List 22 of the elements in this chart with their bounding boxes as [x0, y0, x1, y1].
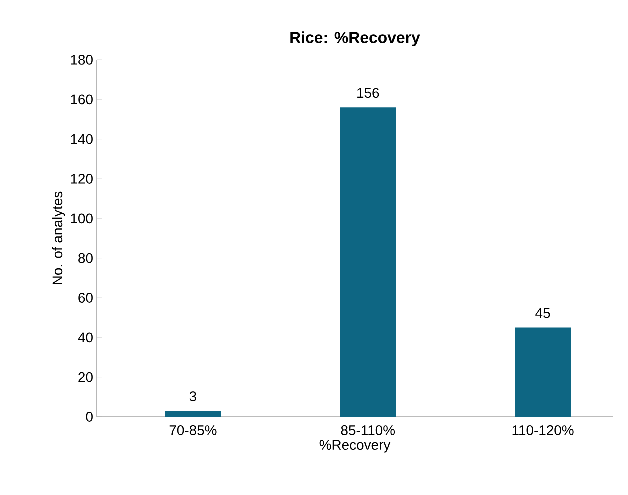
y-tick-label: 140	[71, 134, 93, 144]
y-tick-label: 60	[78, 293, 93, 303]
x-axis-title: %Recovery	[320, 440, 391, 453]
y-tick-label: 20	[78, 372, 93, 382]
y-tick-label: 160	[71, 94, 93, 105]
chart-title: Rice: %Recovery	[290, 32, 420, 46]
x-tick-label: 85-110%	[341, 426, 396, 436]
y-tick-label: 80	[78, 253, 93, 264]
data-label: 45	[536, 308, 550, 318]
y-tick-label: 0	[86, 412, 93, 422]
bar	[165, 411, 222, 417]
bar	[515, 328, 572, 417]
data-label: 3	[190, 392, 196, 402]
x-tick-label: 110-120%	[512, 426, 574, 436]
y-axis-title: No. of analytes	[52, 192, 66, 285]
y-tick-label: 180	[71, 55, 93, 65]
y-tick-label: 120	[71, 174, 93, 184]
y-tick-label: 100	[71, 214, 93, 224]
bar	[340, 108, 396, 417]
x-tick-label: 70-85%	[170, 426, 217, 436]
y-tick-label: 40	[78, 332, 93, 343]
data-label: 156	[358, 88, 380, 98]
